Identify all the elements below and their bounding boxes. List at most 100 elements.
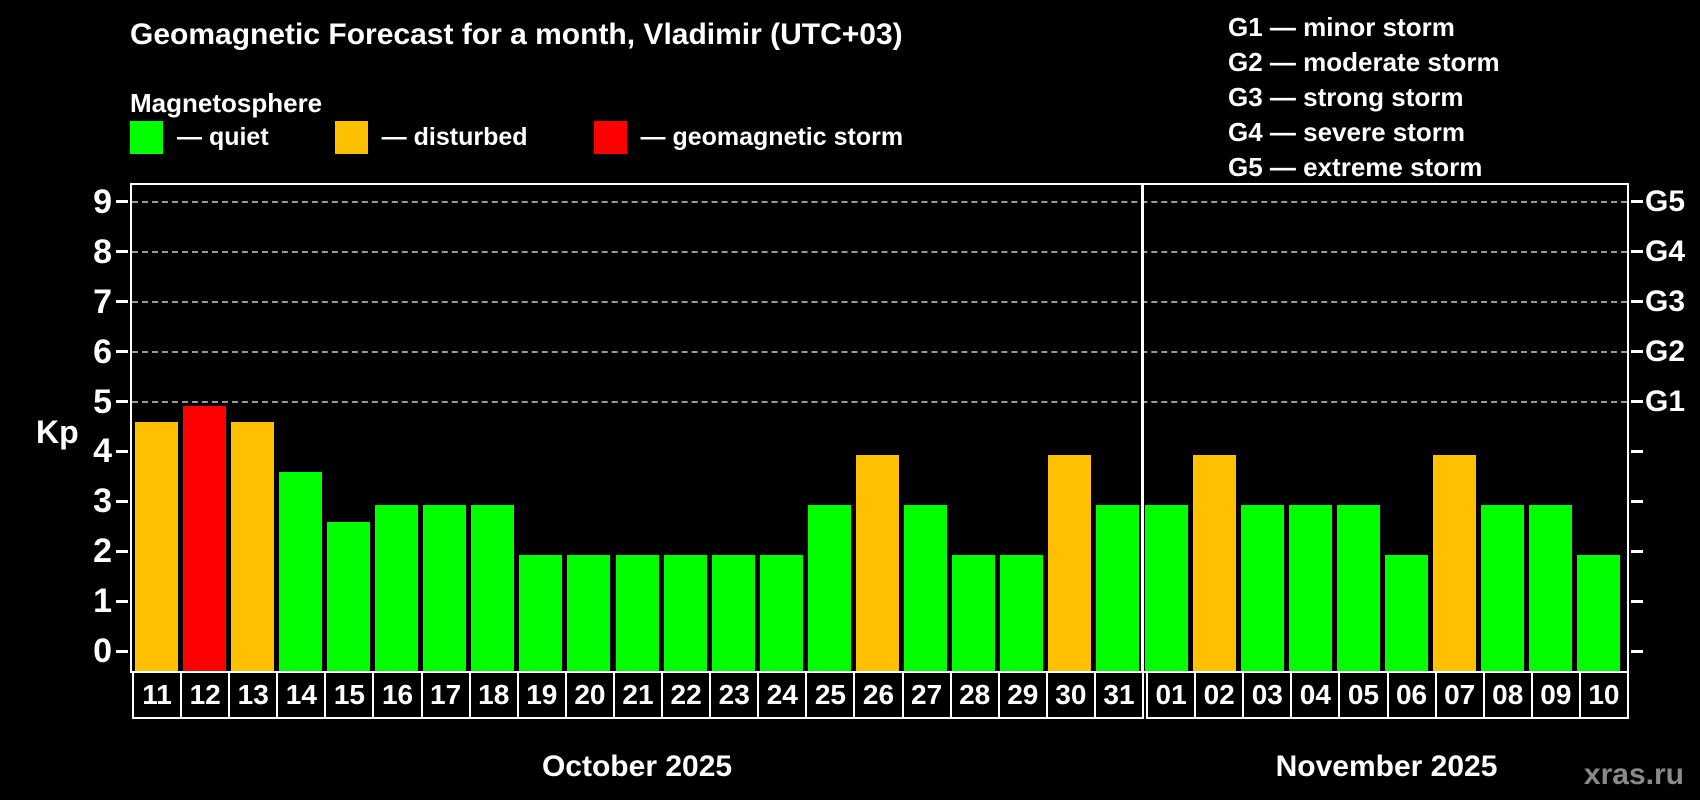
y-tick-left: [116, 449, 128, 453]
day-label-12: 12: [180, 671, 231, 719]
day-label-05: 05: [1338, 671, 1389, 719]
month-label-october: October 2025: [541, 750, 733, 783]
day-label-01: 01: [1146, 671, 1197, 719]
day-label-28: 28: [949, 671, 1000, 719]
kp-bar-november-02: [1192, 455, 1236, 671]
kp-bar-november-08: [1481, 505, 1525, 671]
legend-item-storm: — geomagnetic storm: [593, 120, 904, 154]
day-label-24: 24: [757, 671, 808, 719]
day-label-04: 04: [1290, 671, 1341, 719]
legend-label-quiet: — quiet: [177, 122, 269, 151]
g-scale-legend-line: G4 — severe storm: [1228, 117, 1466, 147]
day-label-03: 03: [1242, 671, 1293, 719]
kp-bar-october-12: [182, 405, 226, 671]
g-axis-label-g2: G2: [1645, 334, 1686, 368]
kp-bar-november-05: [1336, 505, 1380, 671]
y-tick-left: [116, 400, 128, 403]
day-label-09: 09: [1530, 671, 1581, 719]
g-axis-label-g1: G1: [1645, 384, 1686, 418]
day-label-07: 07: [1434, 671, 1485, 719]
quiet-color-swatch: [130, 120, 163, 154]
g-scale-legend-line: G1 — minor storm: [1228, 12, 1455, 42]
month-separator: [1140, 185, 1144, 671]
kp-bar-november-09: [1529, 505, 1573, 671]
status-legend: — quiet — disturbed — geomagnetic storm: [130, 118, 903, 156]
y-tick-label: 1: [93, 582, 112, 621]
month-label-november: November 2025: [1275, 750, 1498, 783]
g-scale-legend-line: G2 — moderate storm: [1228, 47, 1500, 77]
kp-bar-october-16: [375, 505, 419, 671]
day-label-29: 29: [997, 671, 1048, 719]
g-scale-legend-line: G5 — extreme storm: [1228, 152, 1483, 182]
g-axis-label-g4: G4: [1645, 234, 1686, 268]
day-label-30: 30: [1045, 671, 1096, 719]
y-tick-left: [116, 250, 128, 254]
g-scale-legend: G1 — minor storm G2 — moderate storm G3 …: [1228, 10, 1500, 185]
y-tick-left: [116, 300, 128, 304]
g-axis-label-g3: G3: [1645, 284, 1686, 318]
y-tick-right: [1631, 599, 1643, 603]
kp-bar-october-22: [663, 555, 707, 671]
kp-bar-october-19: [519, 555, 563, 671]
kp-bar-october-24: [759, 555, 803, 671]
kp-bar-october-13: [230, 421, 274, 671]
legend-item-quiet: — quiet: [130, 120, 269, 154]
y-tick-left: [116, 549, 128, 553]
legend-label-disturbed: — disturbed: [381, 122, 528, 151]
y-tick-left: [116, 200, 128, 204]
kp-bar-october-15: [326, 521, 370, 671]
day-label-08: 08: [1482, 671, 1533, 719]
y-tick-left: [116, 499, 128, 503]
y-tick-left: [116, 350, 128, 354]
y-tick-right: [1631, 300, 1643, 304]
kp-bar-november-03: [1240, 505, 1284, 671]
y-tick-right: [1631, 499, 1643, 503]
y-tick-left: [116, 599, 128, 603]
day-label-26: 26: [853, 671, 904, 719]
kp-bar-november-04: [1288, 505, 1332, 671]
kp-bar-chart: 0 1 2 3 4 5 6 7 8 9 G1 G2 G3 G4 G5: [93, 183, 1685, 673]
day-label-13: 13: [228, 671, 279, 719]
day-label-11: 11: [132, 671, 183, 719]
kp-bar-october-26: [856, 455, 899, 671]
day-label-31: 31: [1093, 671, 1145, 719]
day-label-21: 21: [612, 671, 664, 719]
gridline-kp9: [132, 200, 1627, 203]
page-title: Geomagnetic Forecast for a month, Vladim…: [130, 18, 903, 51]
magnetosphere-subtitle: Magnetosphere: [130, 88, 323, 118]
kp-bar-october-27: [904, 505, 948, 671]
gridline-kp5: [132, 400, 1627, 403]
kp-bar-november-07: [1433, 455, 1477, 671]
legend-label-storm: — geomagnetic storm: [640, 122, 904, 151]
gridline-kp8: [132, 250, 1627, 253]
day-label-16: 16: [372, 671, 423, 719]
storm-color-swatch: [593, 120, 627, 154]
y-tick-left: [116, 649, 128, 653]
y-tick-right: [1631, 649, 1643, 653]
kp-bar-october-28: [952, 555, 996, 671]
watermark: xras.ru: [1583, 758, 1684, 791]
y-tick-label: 3: [93, 482, 112, 521]
gridline-kp6: [132, 350, 1627, 353]
kp-bar-november-06: [1385, 555, 1429, 671]
y-tick-label: 4: [93, 432, 112, 471]
y-tick-label: 7: [93, 282, 112, 321]
kp-bar-october-31: [1096, 505, 1140, 671]
y-tick-label: 8: [93, 232, 112, 271]
disturbed-color-swatch: [334, 120, 368, 154]
y-tick-label: 5: [93, 382, 112, 421]
day-label-27: 27: [901, 671, 952, 719]
gridline-kp7: [132, 300, 1627, 303]
kp-axis-label: Kp: [36, 414, 79, 450]
kp-bar-november-10: [1577, 555, 1621, 671]
y-tick-label: 2: [93, 532, 112, 571]
y-tick-right: [1631, 250, 1643, 254]
y-tick-right: [1631, 350, 1643, 354]
kp-bar-october-18: [471, 505, 515, 671]
day-label-14: 14: [276, 671, 327, 719]
day-label-25: 25: [805, 671, 856, 719]
day-label-20: 20: [564, 671, 615, 719]
day-label-02: 02: [1194, 671, 1245, 719]
legend-item-disturbed: — disturbed: [334, 120, 528, 154]
